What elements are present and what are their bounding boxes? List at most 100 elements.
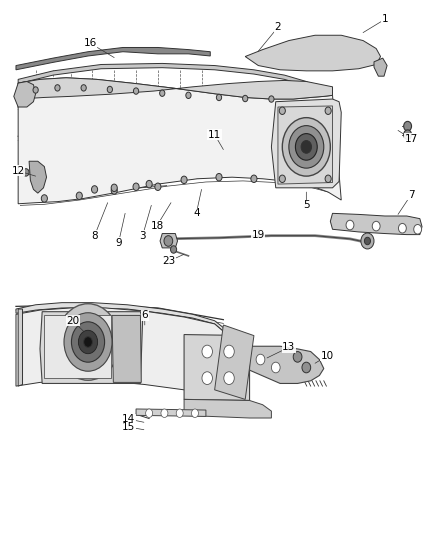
Polygon shape bbox=[330, 213, 422, 235]
Text: 9: 9 bbox=[115, 213, 125, 247]
Polygon shape bbox=[18, 78, 332, 99]
Circle shape bbox=[364, 237, 371, 245]
Circle shape bbox=[159, 90, 165, 96]
Circle shape bbox=[41, 195, 47, 202]
Circle shape bbox=[372, 221, 380, 231]
Polygon shape bbox=[44, 316, 111, 378]
Text: 15: 15 bbox=[122, 422, 144, 432]
Circle shape bbox=[361, 233, 374, 249]
Circle shape bbox=[107, 86, 113, 93]
Circle shape bbox=[414, 224, 422, 234]
Polygon shape bbox=[136, 409, 206, 416]
Text: 14: 14 bbox=[122, 414, 144, 424]
Polygon shape bbox=[160, 233, 177, 248]
Circle shape bbox=[216, 94, 222, 101]
Circle shape bbox=[76, 192, 82, 199]
Polygon shape bbox=[18, 63, 319, 92]
Circle shape bbox=[146, 180, 152, 188]
Circle shape bbox=[161, 409, 168, 417]
Circle shape bbox=[283, 118, 330, 176]
Circle shape bbox=[133, 183, 139, 190]
Circle shape bbox=[302, 362, 311, 373]
Circle shape bbox=[295, 134, 317, 160]
Circle shape bbox=[256, 354, 265, 365]
Polygon shape bbox=[29, 161, 46, 193]
Circle shape bbox=[202, 345, 212, 358]
Text: 7: 7 bbox=[398, 190, 414, 214]
Text: 1: 1 bbox=[363, 14, 388, 33]
Circle shape bbox=[216, 173, 222, 181]
Text: 4: 4 bbox=[193, 189, 201, 219]
Polygon shape bbox=[374, 58, 387, 76]
Polygon shape bbox=[184, 335, 250, 400]
Polygon shape bbox=[278, 106, 332, 184]
Circle shape bbox=[251, 175, 257, 182]
Polygon shape bbox=[16, 47, 210, 70]
Circle shape bbox=[224, 345, 234, 358]
Polygon shape bbox=[184, 399, 272, 418]
Polygon shape bbox=[215, 325, 254, 399]
Circle shape bbox=[155, 183, 161, 190]
Circle shape bbox=[186, 92, 191, 99]
Circle shape bbox=[55, 85, 60, 91]
Text: 13: 13 bbox=[267, 342, 296, 358]
Circle shape bbox=[170, 246, 177, 253]
Circle shape bbox=[272, 362, 280, 373]
Polygon shape bbox=[40, 312, 143, 383]
Circle shape bbox=[134, 88, 139, 94]
Text: 16: 16 bbox=[84, 38, 114, 58]
Text: 10: 10 bbox=[315, 351, 334, 364]
Polygon shape bbox=[245, 35, 381, 71]
Circle shape bbox=[81, 85, 86, 91]
Circle shape bbox=[293, 352, 302, 362]
Circle shape bbox=[289, 126, 324, 168]
Circle shape bbox=[92, 185, 98, 193]
Polygon shape bbox=[272, 99, 341, 188]
Circle shape bbox=[346, 220, 354, 230]
Polygon shape bbox=[16, 308, 223, 395]
Circle shape bbox=[111, 184, 117, 191]
Text: 12: 12 bbox=[11, 166, 35, 176]
Circle shape bbox=[181, 176, 187, 183]
Circle shape bbox=[191, 409, 198, 417]
Text: 19: 19 bbox=[252, 229, 265, 240]
Circle shape bbox=[224, 372, 234, 384]
Circle shape bbox=[404, 122, 412, 131]
Circle shape bbox=[399, 223, 406, 233]
Text: 8: 8 bbox=[91, 203, 108, 241]
Text: 20: 20 bbox=[66, 316, 84, 332]
Circle shape bbox=[404, 130, 412, 140]
Circle shape bbox=[202, 372, 212, 384]
Text: 2: 2 bbox=[258, 22, 281, 51]
Text: 17: 17 bbox=[398, 131, 418, 144]
Circle shape bbox=[146, 409, 152, 417]
Circle shape bbox=[111, 187, 117, 194]
Circle shape bbox=[84, 337, 92, 348]
Circle shape bbox=[279, 107, 286, 115]
Circle shape bbox=[301, 141, 311, 154]
Polygon shape bbox=[250, 346, 324, 383]
Circle shape bbox=[325, 175, 331, 182]
Circle shape bbox=[23, 168, 29, 176]
Circle shape bbox=[33, 87, 38, 93]
Text: 11: 11 bbox=[208, 130, 223, 150]
Polygon shape bbox=[18, 78, 341, 204]
Text: 6: 6 bbox=[141, 310, 148, 325]
Polygon shape bbox=[14, 82, 35, 107]
Circle shape bbox=[279, 175, 286, 182]
Circle shape bbox=[164, 236, 173, 246]
Polygon shape bbox=[16, 303, 223, 332]
Text: 5: 5 bbox=[303, 192, 310, 211]
Text: 18: 18 bbox=[150, 203, 171, 231]
Circle shape bbox=[269, 96, 274, 102]
Text: 3: 3 bbox=[139, 205, 151, 241]
Circle shape bbox=[243, 95, 248, 102]
Circle shape bbox=[57, 304, 120, 380]
Polygon shape bbox=[18, 309, 22, 386]
Text: 23: 23 bbox=[162, 254, 184, 266]
Circle shape bbox=[176, 409, 183, 417]
Circle shape bbox=[64, 313, 112, 371]
Circle shape bbox=[325, 107, 331, 115]
Circle shape bbox=[71, 322, 105, 362]
Circle shape bbox=[286, 179, 292, 186]
